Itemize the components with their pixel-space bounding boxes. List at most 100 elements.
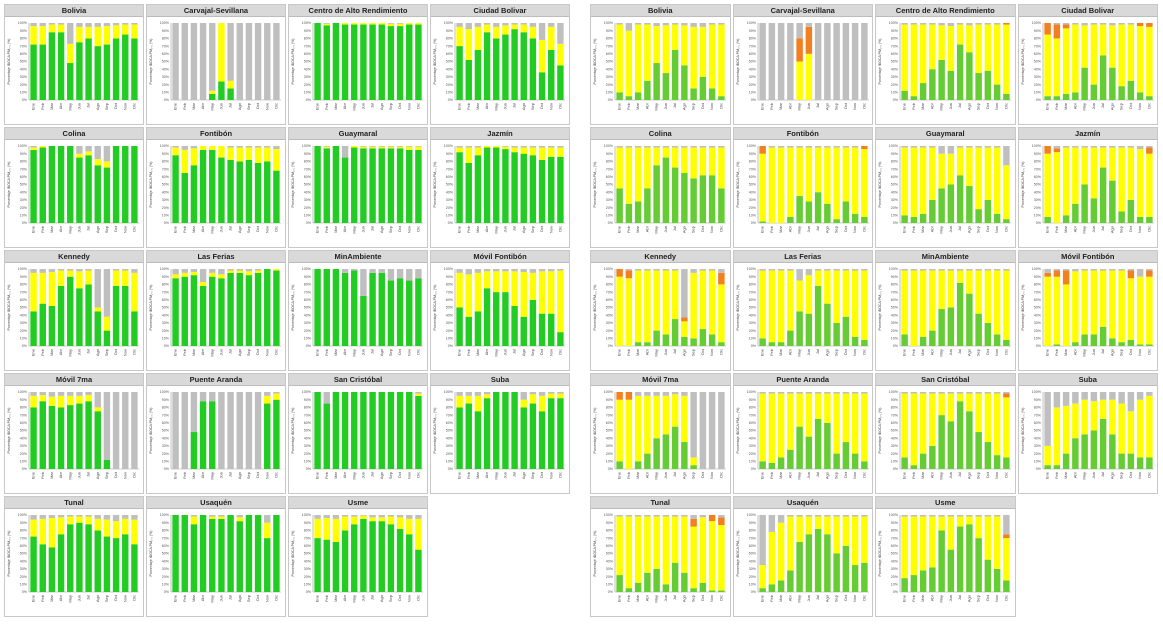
x-tick-label: Ago (681, 102, 686, 110)
y-tick-label: 100% (18, 21, 28, 25)
bar-segment-no-data (245, 23, 253, 100)
y-tick-label: 90% (891, 398, 899, 402)
bar-segment-unhealthy (1043, 23, 1051, 35)
x-tick-label: Feb (1053, 348, 1058, 356)
y-tick-label: 70% (606, 536, 614, 540)
bar-segment-unhealthy (1136, 23, 1143, 27)
bar-segment-moderate (956, 270, 964, 283)
chart-panel-movil-7ma: Móvil 7ma Porcentaje IBOCA PM₂.₅ (%) 0% 10%… (590, 373, 731, 494)
bar-segment-good (634, 461, 642, 469)
bar-segment-good (76, 522, 83, 592)
x-tick-label: Sep (388, 102, 393, 110)
bar-segment-good (57, 285, 65, 346)
y-tick-label: 30% (20, 198, 28, 202)
stacked-bar-chart: Porcentaje IBOCA PM₂.₅ (%)0%10%20%30%40%… (433, 144, 565, 234)
bar-segment-no-data (474, 146, 482, 148)
bar-segment-moderate (351, 146, 358, 148)
bar-segment-moderate (929, 516, 936, 568)
bar-segment-no-data (1062, 146, 1069, 148)
bar-segment-no-data (671, 269, 679, 271)
bar-segment-moderate (1090, 147, 1097, 199)
x-tick-label: Jul (370, 103, 375, 108)
x-tick-label: Sep (833, 348, 838, 356)
bar-segment-no-data (984, 515, 992, 517)
x-tick-label: Jun (948, 472, 953, 478)
y-axis-label: Porcentaje IBOCA PM₂.₅ (%) (291, 285, 295, 331)
x-tick-label: Nov (709, 595, 714, 602)
bar-segment-good (777, 457, 784, 469)
y-tick-label: 40% (606, 313, 614, 317)
stacked-bar-chart: Porcentaje IBOCA PM₂.₅ (%)0%10%20%30%40%… (878, 390, 1011, 480)
bar-segment-unhealthy (718, 517, 725, 526)
bar-segment-moderate (823, 393, 831, 423)
bar-segment-good (993, 334, 1001, 346)
x-tick-label: Feb (40, 348, 45, 356)
bar-segment-moderate (653, 26, 660, 64)
x-tick-label: Feb (626, 471, 631, 479)
panel-title: Tunal (5, 497, 143, 509)
bar-segment-moderate (718, 284, 725, 343)
y-tick-label: 80% (748, 160, 756, 164)
bar-segment-moderate (396, 517, 404, 529)
y-tick-label: 20% (446, 83, 454, 87)
y-tick-label: 80% (606, 406, 614, 410)
bar-segment-moderate (919, 24, 927, 84)
x-tick-label: Jul (672, 472, 677, 477)
bar-segment-good (919, 83, 927, 100)
y-tick-label: 80% (162, 37, 170, 41)
x-tick-label: Oct (700, 594, 705, 601)
bar-segment-no-data (956, 269, 964, 271)
y-tick-label: 40% (20, 436, 28, 440)
y-tick-label: 70% (748, 44, 756, 48)
y-tick-label: 40% (891, 67, 899, 71)
bar-segment-no-data (910, 269, 918, 271)
y-tick-label: 90% (748, 398, 756, 402)
y-tick-label: 50% (1033, 306, 1041, 310)
y-tick-label: 0% (893, 467, 899, 471)
y-axis-label: Porcentaje IBOCA PM₂.₅ (%) (593, 285, 597, 331)
bar-segment-moderate (644, 395, 651, 454)
bar-segment-good (1090, 198, 1097, 223)
y-tick-label: 60% (748, 52, 756, 56)
y-tick-label: 0% (306, 98, 312, 102)
bar-segment-no-data (975, 146, 982, 148)
bar-segment-moderate (387, 146, 395, 149)
bar-segment-good (209, 93, 216, 100)
x-tick-label: Abr (58, 594, 63, 601)
bar-segment-no-data (57, 392, 65, 396)
bar-segment-no-data (474, 269, 482, 273)
y-tick-label: 50% (748, 183, 756, 187)
bar-segment-good (1080, 67, 1088, 100)
y-tick-label: 50% (304, 183, 312, 187)
bar-segment-good (910, 96, 918, 100)
bar-segment-no-data (993, 146, 1001, 148)
x-tick-label: Abr (342, 594, 347, 601)
bar-segment-good (1127, 80, 1134, 100)
x-tick-label: Oct (1127, 348, 1132, 355)
bar-segment-moderate (48, 396, 56, 406)
bar-segment-good (901, 334, 908, 346)
bar-segment-good (1127, 339, 1134, 346)
bar-segment-good (993, 568, 1001, 592)
x-tick-label: Ago (237, 102, 242, 110)
bar-segment-no-data (653, 392, 660, 396)
y-tick-label: 40% (606, 559, 614, 563)
y-tick-label: 60% (606, 421, 614, 425)
y-axis-label: Porcentaje IBOCA PM₂.₅ (%) (736, 408, 740, 454)
bar-segment-no-data (938, 392, 945, 394)
y-tick-label: 80% (1033, 283, 1041, 287)
bar-segment-no-data (768, 269, 775, 271)
x-tick-label: Oct (842, 471, 847, 478)
bar-segment-good (341, 24, 349, 100)
bar-segment-moderate (966, 147, 973, 187)
bar-segment-good (851, 453, 858, 469)
x-tick-label: Mar (49, 594, 54, 602)
x-tick-label: Feb (911, 594, 916, 602)
x-tick-label: Ago (237, 594, 242, 602)
x-tick-label: Ene (759, 471, 764, 479)
x-tick-label: May (351, 349, 356, 357)
y-tick-label: 100% (160, 267, 170, 271)
bar-segment-no-data (1043, 269, 1051, 273)
bar-segment-good (1145, 344, 1153, 346)
bar-segment-moderate (548, 26, 555, 50)
